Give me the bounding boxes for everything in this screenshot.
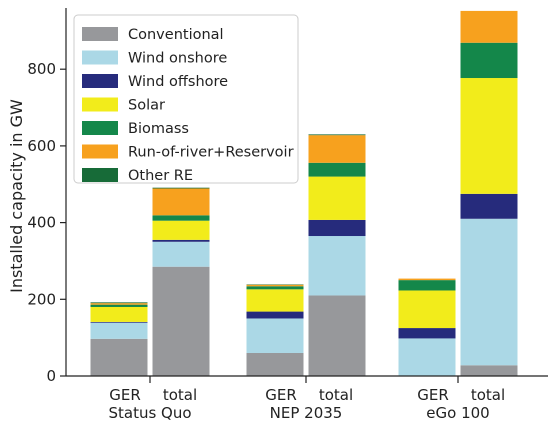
bar-segment	[460, 218, 518, 366]
bar-segment	[460, 42, 518, 79]
bar-segment	[246, 352, 304, 376]
bar-segment	[152, 241, 210, 267]
legend-swatch	[82, 27, 118, 41]
bar-label: GER	[109, 386, 141, 404]
bar-segment	[308, 176, 366, 220]
legend-label: Run-of-river+Reservoir	[128, 145, 294, 161]
group-label: NEP 2035	[270, 404, 343, 422]
legend-swatch	[82, 74, 118, 88]
legend: Conventional Wind onshore Wind offshore Sol…	[73, 14, 299, 184]
bar-segment	[90, 338, 148, 376]
bar-segment	[90, 321, 148, 323]
bar-segment	[90, 322, 148, 339]
bar-segment	[152, 266, 210, 376]
bar-label: GER	[417, 386, 449, 404]
bar-segment	[398, 280, 456, 291]
bars-layer	[90, 10, 518, 376]
bar-label: total	[163, 386, 197, 404]
bar-label: total	[319, 386, 353, 404]
y-tick-label: 600	[27, 137, 56, 155]
y-tick-label: 200	[27, 290, 56, 308]
group-label: Status Quo	[108, 404, 191, 422]
bar-segment	[246, 311, 304, 319]
bar-segment	[308, 295, 366, 376]
bar-segment	[308, 219, 366, 237]
y-axis-label: Installed capacity in GW	[7, 99, 26, 293]
bar-segment	[398, 328, 456, 339]
bar-segment	[152, 188, 210, 216]
legend-swatch	[82, 50, 118, 65]
bar-segment	[308, 134, 366, 136]
bar-segment	[152, 239, 210, 242]
bar-segment	[246, 284, 304, 287]
group-label: eGo 100	[426, 404, 489, 422]
bar-segment	[308, 135, 366, 163]
bar-segment	[398, 278, 456, 281]
legend-label: Solar	[128, 98, 165, 114]
bar-segment	[460, 193, 518, 219]
bar-segment	[246, 286, 304, 290]
bar-segment	[152, 215, 210, 221]
bar-label: total	[471, 386, 505, 404]
legend-swatch	[82, 168, 118, 182]
bar-segment	[90, 306, 148, 322]
bar-segment	[398, 290, 456, 329]
legend-swatch	[82, 97, 118, 112]
legend-swatch	[82, 121, 118, 135]
bar-segment	[152, 220, 210, 240]
bar-segment	[460, 78, 518, 194]
legend-swatch	[82, 144, 118, 159]
y-tick-label: 0	[46, 367, 56, 385]
legend-label: Wind offshore	[128, 74, 228, 90]
bar-segment	[90, 304, 148, 307]
bar-segment	[308, 162, 366, 177]
bar-segment	[308, 236, 366, 296]
bar-segment	[152, 187, 210, 189]
legend-label: Biomass	[128, 121, 189, 137]
legend-label: Conventional	[128, 27, 224, 43]
bar-segment	[246, 318, 304, 353]
bar-segment	[246, 289, 304, 312]
y-tick-label: 800	[27, 60, 56, 78]
legend-box	[73, 14, 299, 184]
bar-label: GER	[265, 386, 297, 404]
bar-segment	[460, 365, 518, 376]
bar-segment	[90, 302, 148, 304]
bar-segment	[398, 338, 456, 376]
y-tick-label: 400	[27, 214, 56, 232]
bar-segment	[460, 10, 518, 43]
legend-label: Wind onshore	[128, 51, 227, 67]
bar-segment	[90, 303, 148, 305]
legend-label: Other RE	[128, 168, 193, 184]
